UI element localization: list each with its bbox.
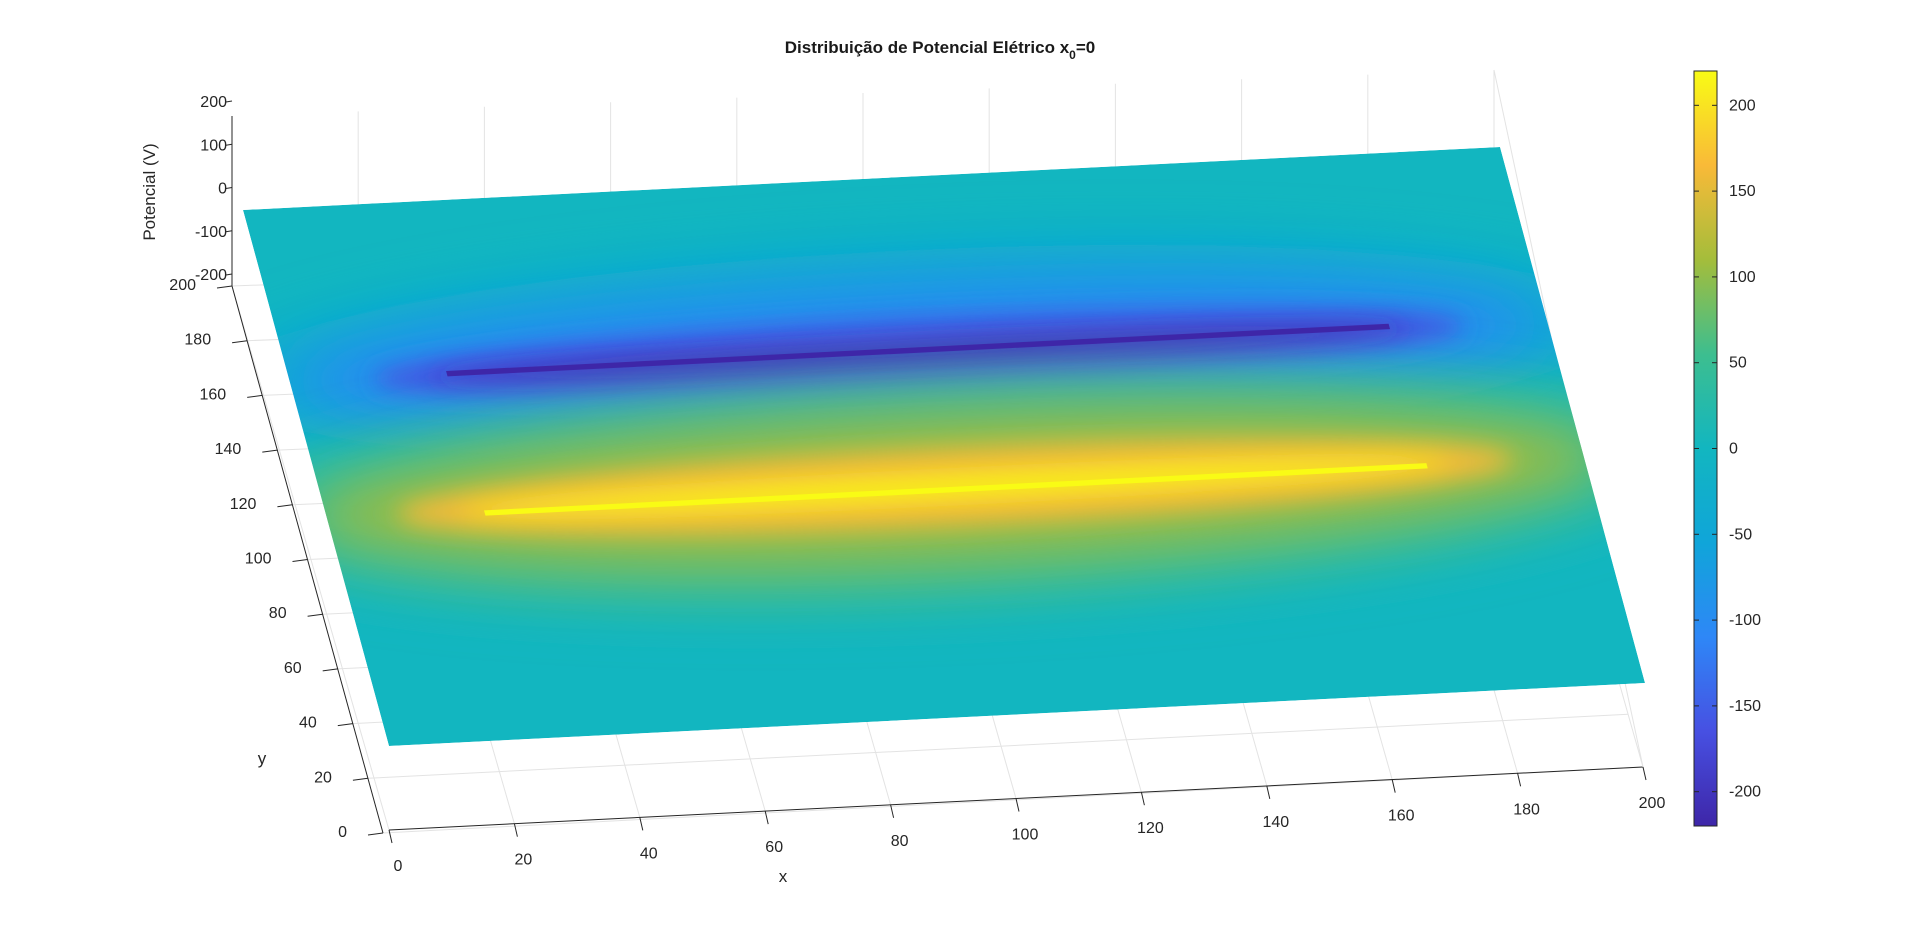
x-tick: [388, 829, 393, 844]
y-tick: [367, 832, 384, 836]
z-tick: [225, 230, 233, 233]
plate-positive: [484, 463, 1428, 516]
colorbar-tick-label: -50: [1729, 526, 1752, 543]
y-tick-label: 20: [314, 769, 332, 786]
chart-title-sub: 0: [1069, 48, 1076, 62]
y-tick-label: 40: [299, 715, 317, 732]
chart-title-eq: =0: [1076, 38, 1095, 57]
potential-surface: [243, 147, 1645, 746]
x-axis-label: x: [779, 867, 788, 886]
y-axis-label: y: [258, 749, 267, 768]
z-tick-label: -200: [195, 267, 227, 284]
x-tick: [890, 804, 895, 818]
x-tick-label: 20: [515, 852, 533, 869]
y-tick: [337, 723, 353, 727]
z-tick: [225, 100, 233, 103]
y-tick: [352, 777, 368, 781]
colorbar-tick-label: 150: [1729, 183, 1756, 200]
chart-title-var: x: [1060, 38, 1070, 57]
colorbar-tick-label: -150: [1729, 698, 1761, 715]
z-tick: [225, 273, 233, 276]
y-tick-label: 140: [215, 441, 242, 458]
colorbar-tick-label: 0: [1729, 441, 1738, 458]
z-tick: [225, 143, 233, 146]
y-tick-label: 0: [338, 824, 347, 841]
x-tick: [1517, 773, 1522, 787]
x-tick-label: 160: [1388, 808, 1415, 825]
x-tick: [639, 817, 644, 831]
colorbar-ticks: -200 -150 -100 -50 0 50 100 150 200: [1694, 97, 1761, 801]
y-tick: [307, 613, 323, 617]
colorbar-tick-label: 100: [1729, 269, 1756, 286]
y-tick-label: 200: [169, 277, 196, 294]
y-tick: [232, 340, 248, 344]
x-tick-label: 0: [394, 858, 403, 875]
axis-ticks: 0 20 40 60 80 100 120 140 160 180 200 0 20 40 60 80 100 1…: [169, 94, 1665, 875]
colorbar-tick-label: -100: [1729, 612, 1761, 629]
z-axis-label: Potencial (V): [140, 143, 159, 240]
grid-line-x: [231, 285, 390, 831]
colorbar-tick-label: 50: [1729, 355, 1747, 372]
x-tick-label: 180: [1513, 801, 1540, 818]
y-tick-label: 120: [230, 496, 257, 513]
y-tick: [262, 449, 278, 453]
x-tick: [1642, 766, 1647, 781]
x-tick-label: 100: [1012, 827, 1039, 844]
plate-negative: [446, 323, 1391, 377]
colorbar: -200 -150 -100 -50 0 50 100 150 200: [1693, 70, 1761, 827]
x-tick: [764, 810, 769, 825]
y-tick: [247, 394, 263, 398]
z-tick: [225, 187, 233, 189]
grid-line-y: [367, 713, 1629, 779]
x-tick: [1266, 785, 1271, 800]
x-tick-label: 80: [891, 833, 909, 850]
x-tick-label: 120: [1137, 820, 1164, 837]
colorbar-tick-label: -200: [1729, 784, 1761, 801]
y-tick: [216, 285, 233, 289]
x-tick: [1015, 798, 1020, 812]
x-tick: [513, 823, 518, 837]
z-tick-label: 100: [200, 137, 227, 154]
x-tick: [1140, 792, 1145, 806]
x-tick-label: 40: [640, 845, 658, 862]
y-tick: [292, 559, 308, 562]
chart-title: Distribuição de Potencial Elétrico x0=0: [785, 38, 1095, 62]
x-tick-label: 60: [765, 839, 783, 856]
z-tick-label: 0: [218, 181, 227, 198]
x-tick: [1391, 779, 1396, 793]
chart-title-main: Distribuição de Potencial Elétrico: [785, 38, 1055, 57]
x-tick-label: 200: [1639, 795, 1666, 812]
surface-field: [243, 244, 1645, 606]
y-tick-label: 80: [269, 605, 287, 622]
x-tick-label: 140: [1262, 814, 1289, 831]
y-tick-label: 100: [245, 551, 272, 568]
y-tick: [322, 668, 338, 672]
y-tick: [277, 504, 293, 508]
colorbar-tick-label: 200: [1729, 97, 1756, 114]
z-tick-label: -100: [195, 224, 227, 241]
y-tick-label: 60: [284, 660, 302, 677]
y-tick-label: 160: [199, 386, 226, 403]
z-tick-label: 200: [200, 94, 227, 111]
y-tick-label: 180: [184, 332, 211, 349]
